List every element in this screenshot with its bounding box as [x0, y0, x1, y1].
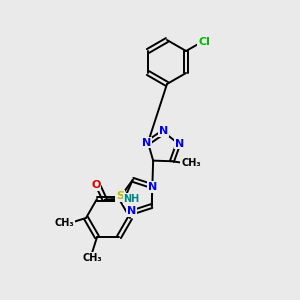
Text: CH₃: CH₃ [181, 158, 201, 168]
Text: S: S [116, 191, 124, 201]
Text: CH₃: CH₃ [54, 218, 74, 228]
Text: N: N [159, 126, 168, 136]
Text: Cl: Cl [198, 37, 210, 47]
Text: N: N [142, 137, 152, 148]
Text: O: O [91, 180, 101, 190]
Text: N: N [175, 139, 184, 148]
Text: N: N [127, 206, 136, 216]
Text: N: N [148, 182, 158, 192]
Text: NH: NH [124, 194, 140, 204]
Text: CH₃: CH₃ [82, 253, 102, 263]
